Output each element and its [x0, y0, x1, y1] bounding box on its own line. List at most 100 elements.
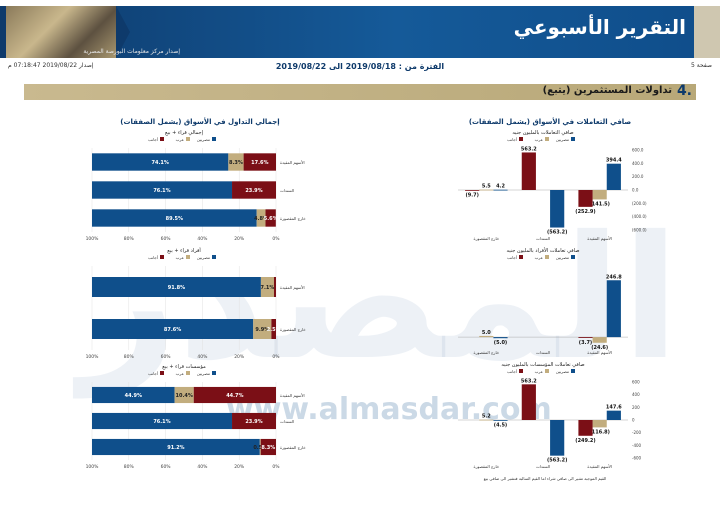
bar-0 [92, 181, 233, 199]
issue-date: إصدار 2019/08/22 07:18:47 م [8, 62, 94, 69]
data-label: 17.6% [251, 160, 268, 166]
legend-label: مصريين [556, 255, 569, 260]
category-label: السندات [280, 188, 294, 193]
tick-label: (200.0) [632, 201, 647, 206]
data-label: (3.7) [579, 340, 592, 346]
data-label: 563.2 [521, 146, 537, 152]
bar-2 [521, 384, 536, 420]
data-label: 8.3% [261, 445, 275, 451]
tick-label: 80% [124, 236, 135, 242]
category-label: الأسهم المقيدة [587, 236, 612, 241]
legend-label: مصريين [197, 371, 210, 376]
bar-2 [243, 153, 276, 171]
category-label: الأسهم المقيدة [587, 464, 612, 469]
legend-label: عرب [535, 137, 543, 142]
category-label: الأسهم المقيدة [280, 285, 305, 290]
category-label: خارج المقصورة [280, 327, 306, 332]
bar-0 [92, 438, 260, 456]
bar-1 [260, 277, 274, 297]
bar-1 [174, 386, 194, 404]
data-label: (5.0) [494, 340, 507, 346]
legend-label: مصريين [197, 137, 210, 142]
legend-swatch [519, 255, 523, 259]
bar-0 [493, 189, 508, 191]
bar-2 [271, 319, 276, 339]
tick-label: 80% [124, 354, 135, 360]
tick-label: (400.0) [632, 214, 647, 219]
bar-1 [479, 419, 494, 421]
bar-1 [259, 438, 261, 456]
legend-label: عرب [535, 369, 543, 374]
legend-swatch [160, 137, 164, 141]
legend-swatch [212, 371, 216, 375]
net-institutions-chart: صافي تعاملات المؤسسات بالمليون جنيهمصريي… [458, 362, 642, 469]
data-label: 4.8% [254, 216, 268, 222]
legend-label: أجانب [148, 137, 158, 142]
bar-2 [578, 420, 593, 436]
tick-label: 100% [86, 354, 100, 360]
header-subband: إصدار مركز معلومات البورصة المصرية [0, 48, 720, 58]
legend-label: أجانب [507, 137, 517, 142]
bar-1 [592, 420, 607, 428]
tick-label: 0% [272, 354, 280, 360]
legend-label: مصريين [556, 369, 569, 374]
legend-swatch [160, 371, 164, 375]
footnote: القيم الموجبة تشير الى صافي شراء اما الق… [483, 476, 607, 481]
tick-label: -400 [632, 443, 642, 448]
tick-label: -600 [632, 456, 642, 461]
data-label: 147.6 [606, 405, 622, 411]
left-panel-title: إجمالي التداول في الأسواق (يشمل الصفقات) [120, 118, 280, 126]
data-label: 76.1% [153, 188, 170, 194]
legend-swatch [545, 255, 549, 259]
data-label: 44.7% [226, 393, 243, 399]
header-wedge [116, 6, 130, 58]
legend-label: عرب [176, 255, 184, 260]
bar-0 [493, 337, 508, 339]
legend-swatch [571, 255, 575, 259]
tick-label: 100% [86, 236, 100, 242]
bar-0 [92, 209, 257, 227]
bar-2 [193, 386, 276, 404]
category-label: السندات [536, 464, 550, 469]
legend-label: عرب [176, 371, 184, 376]
data-label: (252.9) [575, 209, 595, 215]
tick-label: 100% [86, 464, 100, 470]
legend-swatch [519, 369, 523, 373]
bar-0 [550, 420, 565, 456]
category-label: السندات [536, 350, 550, 355]
bar-1 [592, 337, 607, 343]
legend-swatch [186, 371, 190, 375]
exchange-logo [694, 6, 720, 58]
tick-label: 600.0 [632, 148, 644, 153]
data-label: 5.0 [482, 330, 491, 336]
data-label: (9.7) [465, 193, 478, 199]
data-label: 5.5 [482, 184, 491, 190]
category-label: خارج المقصورة [473, 350, 499, 355]
data-label: 8.3% [229, 160, 243, 166]
bar-0 [92, 412, 233, 430]
data-label: 74.1% [151, 160, 168, 166]
category-label: خارج المقصورة [473, 236, 499, 241]
report-period: الفترة من : 2019/08/18 الى 2019/08/22 [275, 62, 445, 71]
data-label: (563.2) [547, 230, 567, 236]
bar-1 [253, 319, 272, 339]
legend-label: عرب [535, 255, 543, 260]
bar-2 [465, 190, 480, 191]
page-number: صفحة 5 [691, 62, 712, 69]
bar-1 [479, 189, 494, 191]
tick-label: 0.0 [632, 188, 639, 193]
tick-label: 40% [197, 354, 208, 360]
bar-2 [265, 209, 276, 227]
category-label: السندات [280, 419, 294, 424]
tick-label: 600 [632, 380, 640, 385]
bar-2 [232, 412, 276, 430]
data-label: 10.4% [176, 393, 193, 399]
data-label: 5.2 [482, 414, 491, 420]
legend-swatch [571, 369, 575, 373]
source-label: إصدار مركز معلومات البورصة المصرية [83, 48, 180, 55]
bar-0 [550, 190, 565, 228]
data-label: 23.9% [245, 419, 262, 425]
